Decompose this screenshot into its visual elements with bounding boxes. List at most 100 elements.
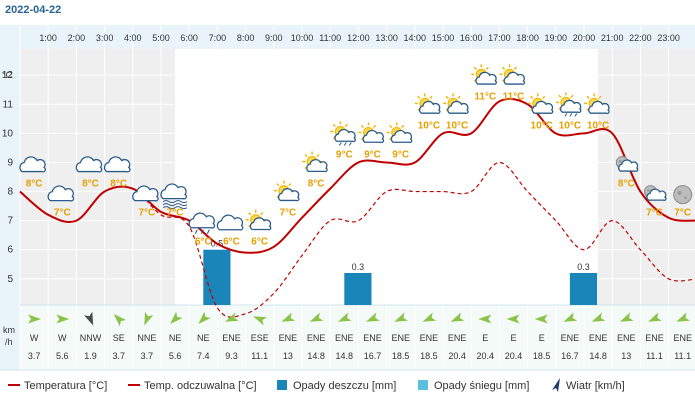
cloud-shape (103, 156, 131, 173)
wind-arrow-shape (591, 312, 606, 322)
cloud-shape (475, 71, 497, 85)
moon-crater (684, 196, 687, 200)
rain-bar (569, 273, 598, 305)
sun-ray (360, 124, 365, 128)
wind-speed: 14.8 (307, 351, 325, 361)
moon-crater (618, 160, 622, 163)
wind-direction: W (30, 333, 39, 343)
wind-speed: 20.4 (448, 351, 466, 361)
legend-label: Opady deszczu [mm] (293, 380, 396, 392)
cloud-icon (216, 214, 244, 231)
wind-speed: 3.7 (28, 351, 41, 361)
moon-cloud-icon (644, 185, 667, 201)
hour-label: 17:00 (488, 33, 511, 43)
wind-speed: 13 (283, 351, 293, 361)
sun-ray (288, 183, 292, 187)
wind-arrow-shape (225, 312, 239, 322)
temp-axis-tick: 12 (2, 70, 14, 81)
hour-label: 6:00 (180, 33, 198, 43)
wind-speed: 3.7 (141, 351, 154, 361)
cloud-shape (47, 185, 75, 202)
wind-arrow-icon (281, 312, 296, 322)
night-shade-left (20, 49, 176, 305)
wind-arrow-icon (84, 311, 94, 326)
cloud-shape (618, 159, 639, 172)
wind-arrow-shape (394, 312, 408, 322)
wind-arrow-shape (113, 314, 127, 327)
legend-label: Temp. odczuwalna [°C] (144, 380, 257, 392)
wind-direction: E (539, 333, 545, 343)
temp-axis-tick: 5 (7, 274, 13, 285)
sun-ray (513, 66, 518, 70)
wind-arrow-shape (534, 314, 548, 324)
temp-label: 7°C (167, 208, 184, 219)
wind-arrow-icon (253, 316, 267, 326)
wind-direction: SE (113, 333, 125, 343)
moon-cloud-icon (615, 156, 639, 172)
wind-direction: ENE (673, 333, 692, 343)
rain-value-label: 0.3 (577, 262, 590, 272)
hour-label: 19:00 (545, 33, 568, 43)
fog-cloud-icon (160, 183, 188, 210)
cloud-icon (47, 185, 75, 202)
wind-arrow-icon (422, 312, 437, 322)
wind-arrow-shape (366, 312, 380, 322)
temp-axis-tick: 11 (3, 99, 14, 110)
wind-direction: ENE (222, 333, 241, 343)
cloud-shape (278, 188, 300, 202)
sun-rain-icon (555, 92, 582, 117)
wind-arrow-shape (28, 314, 42, 324)
wind-speed: 5.6 (56, 351, 69, 361)
rain-drop (348, 142, 352, 146)
sun-ray (473, 66, 477, 70)
wind-legend-icon (552, 378, 560, 392)
fog-wave (162, 206, 188, 210)
cloud-shape (75, 156, 103, 173)
sun-cloud-icon (584, 93, 610, 114)
sun-cloud-icon (443, 93, 469, 114)
wind-direction: ESE (251, 333, 269, 343)
sun-ray (586, 95, 590, 99)
wind-direction: ENE (420, 333, 439, 343)
hour-label: 13:00 (375, 33, 398, 43)
sun-ray (401, 124, 405, 128)
wind-arrow-shape (648, 312, 662, 322)
wind-arrow-icon (676, 312, 690, 322)
wind-speed: 18.5 (392, 351, 410, 361)
wind-speed: 14.8 (336, 351, 354, 361)
legend-label: Wiatr [km/h] (566, 380, 625, 392)
hour-label: 21:00 (601, 33, 624, 43)
wind-arrow-shape (84, 311, 94, 326)
wind-arrow-icon (534, 314, 548, 324)
sun-ray (248, 212, 252, 216)
rain-value-label: 0.3 (352, 262, 365, 272)
cloud-icon (75, 156, 103, 173)
wind-arrow-shape (478, 314, 492, 324)
temp-axis-unit: °C (2, 70, 13, 80)
sun-ray (598, 95, 602, 99)
wind-arrow-shape (253, 316, 267, 326)
legend-box-swatch (418, 380, 428, 390)
temp-label: 10°C (531, 120, 553, 131)
wind-direction: ENE (589, 333, 608, 343)
hour-label: 18:00 (516, 33, 539, 43)
sun-cloud-icon (245, 209, 272, 231)
cloud-shape (390, 129, 413, 144)
temp-label: 7°C (674, 208, 691, 219)
wind-arrow-shape (281, 312, 296, 322)
temp-label: 9°C (392, 149, 409, 160)
wind-speed: 7.4 (197, 351, 210, 361)
sun-ray (316, 153, 320, 158)
cloud-icon (132, 185, 159, 202)
wind-direction: NE (169, 333, 182, 343)
wind-direction: ENE (645, 333, 664, 343)
temp-label: 6°C (195, 237, 212, 248)
temp-label: 8°C (82, 179, 99, 190)
temp-axis-tick: 8 (7, 187, 13, 198)
wind-speed: 3.7 (112, 351, 125, 361)
sun-ray (457, 95, 461, 99)
moon-crater (647, 189, 650, 192)
wind-speed: 5.6 (169, 351, 182, 361)
wind-speed: 16.7 (561, 351, 579, 361)
hour-label: 10:00 (291, 33, 314, 43)
